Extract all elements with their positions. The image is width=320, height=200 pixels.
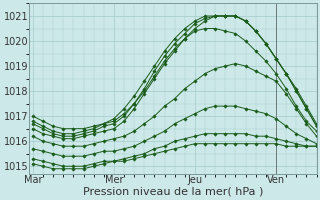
X-axis label: Pression niveau de la mer( hPa ): Pression niveau de la mer( hPa ): [83, 187, 263, 197]
